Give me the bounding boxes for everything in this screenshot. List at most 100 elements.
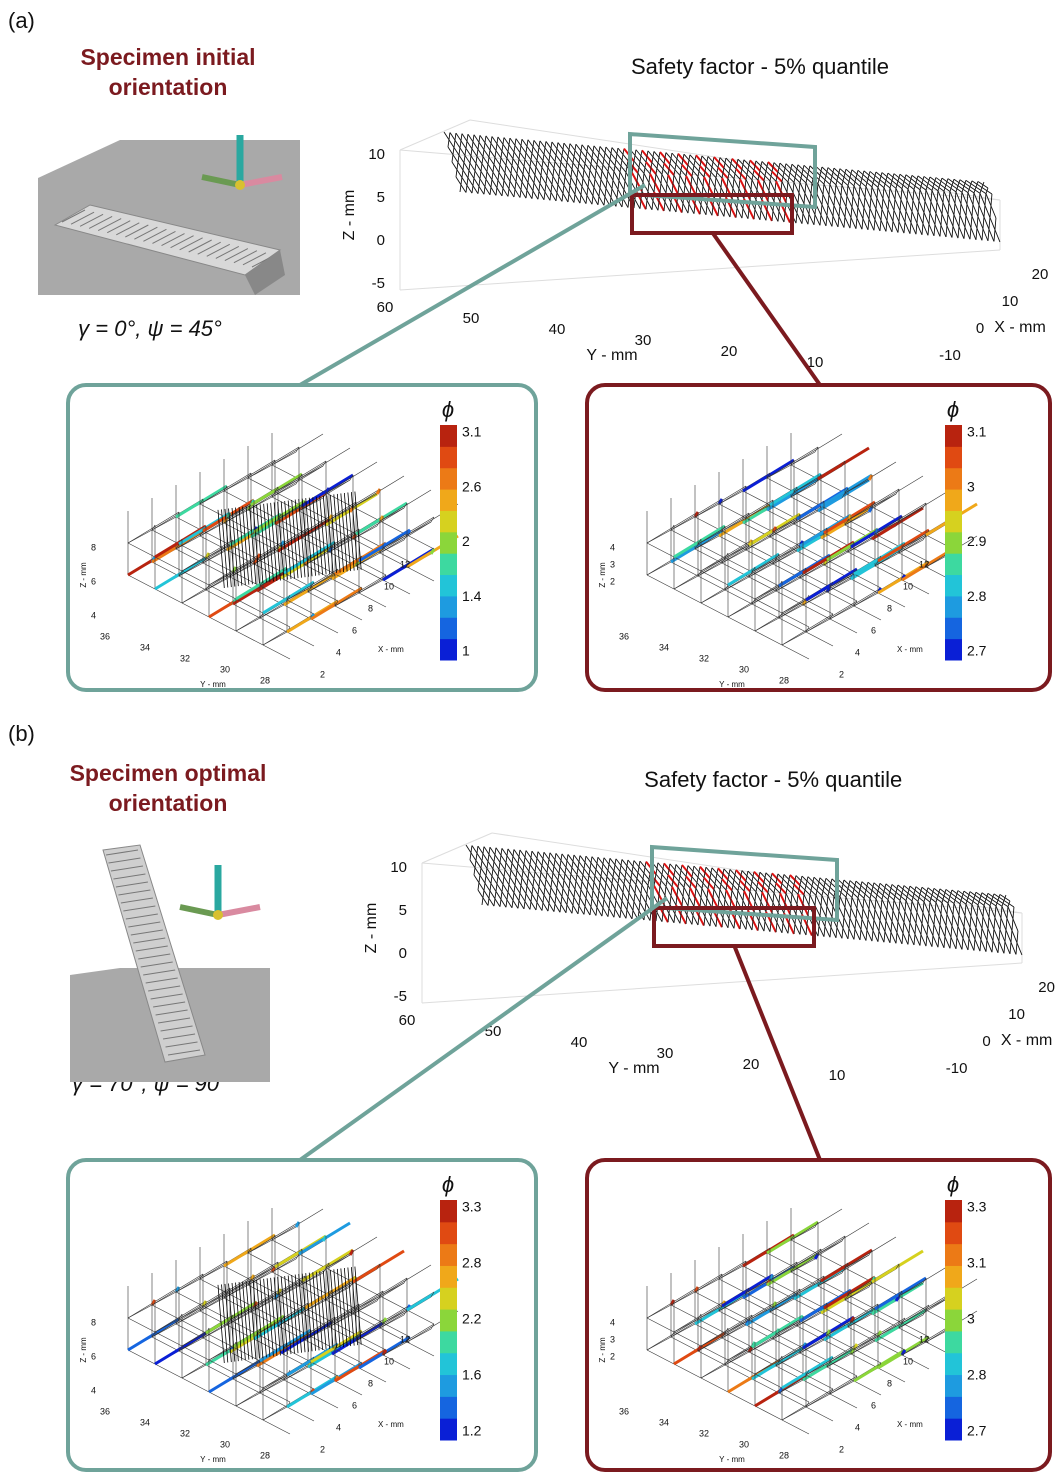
panel-label: (b)	[8, 721, 35, 746]
lattice-strut	[550, 142, 552, 155]
lattice-strut	[764, 171, 766, 180]
lattice-strut	[480, 164, 482, 179]
lattice-strut	[934, 213, 936, 235]
lattice-strut	[946, 214, 948, 237]
lattice-strut	[662, 863, 664, 874]
lattice-strut	[488, 847, 490, 861]
inset-y-tick: 32	[699, 653, 709, 663]
lattice-strut	[666, 175, 668, 193]
x-tick-label: 10	[1008, 1006, 1025, 1023]
lattice-strut	[484, 876, 486, 891]
lattice-strut	[760, 161, 762, 170]
plot-box	[400, 250, 1000, 290]
lattice-strut	[848, 918, 850, 939]
lattice-strut	[598, 188, 600, 205]
colorbar-step	[945, 1287, 962, 1309]
axis-label: X - mm	[994, 319, 1046, 336]
lattice-strut	[940, 214, 942, 237]
colorbar-step	[440, 1331, 457, 1353]
lattice-strut	[448, 133, 450, 147]
lattice-strut	[598, 146, 600, 158]
lattice-strut	[718, 890, 720, 909]
colorbar-step	[945, 1309, 962, 1331]
colorbar-step	[440, 510, 457, 532]
lattice-strut	[514, 877, 516, 892]
lattice-strut	[498, 165, 500, 180]
lattice-strut	[490, 180, 492, 195]
lattice-strut	[460, 134, 462, 148]
lattice-strut	[576, 868, 578, 881]
lattice-strut	[752, 170, 754, 180]
colorbar-step	[440, 1287, 457, 1309]
lattice-strut	[852, 186, 854, 207]
colorbar-label: ϕ	[442, 397, 454, 422]
lattice-strut	[562, 185, 564, 201]
inset-x-tick: 6	[871, 1400, 876, 1410]
lattice-strut	[634, 150, 636, 161]
lattice-strut	[522, 166, 524, 182]
lattice-strut	[518, 893, 520, 908]
lattice-strut	[496, 137, 498, 151]
lattice-strut	[514, 182, 516, 197]
colorbar-tick: 1.4	[462, 588, 482, 604]
colorbar-tick: 2.9	[967, 533, 987, 549]
lattice-strut	[964, 216, 966, 239]
lattice-strut	[548, 853, 550, 866]
lattice-strut	[630, 872, 632, 884]
lattice-strut	[820, 896, 822, 916]
lattice-strut	[1012, 907, 1014, 931]
colorbar-tick: 2.8	[967, 588, 987, 604]
x-tick-label: -10	[946, 1060, 968, 1077]
lattice-strut	[826, 205, 828, 226]
colorbar-step	[945, 1375, 962, 1397]
inset-x-tick: 8	[887, 1378, 892, 1388]
inset-y-tick: 28	[260, 675, 270, 685]
colorbar-tick: 2	[462, 533, 470, 549]
specimen-title: Specimen initial orientation	[28, 42, 308, 102]
colorbar-step	[945, 1265, 962, 1287]
lattice-strut	[782, 874, 784, 883]
inset-axis-label: X - mm	[897, 1420, 923, 1429]
figure-canvas: (a)γ = 0°, ψ = 45°Safety factor - 5% qua…	[0, 0, 1063, 1472]
inset-axis-label: Z - mm	[79, 562, 88, 588]
lattice-strut	[612, 172, 614, 189]
lattice-strut	[954, 192, 956, 215]
lattice-strut	[694, 155, 696, 165]
z-tick-label: 0	[399, 945, 407, 962]
inset-z-tick: 3	[610, 559, 615, 569]
colorbar-step	[945, 617, 962, 639]
lattice-strut	[700, 889, 702, 907]
lattice-strut	[702, 177, 704, 196]
lattice-strut	[520, 139, 522, 152]
lattice-strut	[562, 880, 564, 896]
lattice-strut	[512, 152, 514, 166]
lattice-strut	[696, 177, 698, 196]
lattice-strut	[878, 921, 880, 942]
lattice-strut	[820, 205, 822, 226]
lattice-strut	[670, 153, 672, 164]
lattice-strut	[524, 153, 526, 166]
colorbar-step	[945, 1200, 962, 1222]
lattice-strut	[868, 208, 870, 229]
lattice-strut	[488, 891, 490, 906]
lattice-strut	[712, 157, 714, 167]
lattice-strut	[808, 895, 810, 915]
lattice-strut	[540, 167, 542, 183]
lattice-strut	[872, 920, 874, 941]
inset-x-tick: 8	[368, 1378, 373, 1388]
lattice-strut	[582, 170, 584, 187]
lattice-strut	[638, 861, 640, 873]
lattice-strut	[460, 177, 462, 192]
lattice-strut	[626, 860, 628, 872]
lattice-strut	[640, 885, 642, 902]
lattice-strut	[676, 154, 678, 165]
lattice-strut	[592, 187, 594, 204]
lattice-strut	[538, 141, 540, 154]
lattice-strut	[572, 855, 574, 868]
inset-x-tick: 6	[352, 625, 357, 635]
axis-label: X - mm	[1001, 1032, 1053, 1049]
lattice-strut	[620, 859, 622, 871]
lattice-strut	[860, 919, 862, 940]
colorbar-tick: 2.8	[462, 1255, 482, 1271]
lattice-strut	[632, 902, 634, 919]
